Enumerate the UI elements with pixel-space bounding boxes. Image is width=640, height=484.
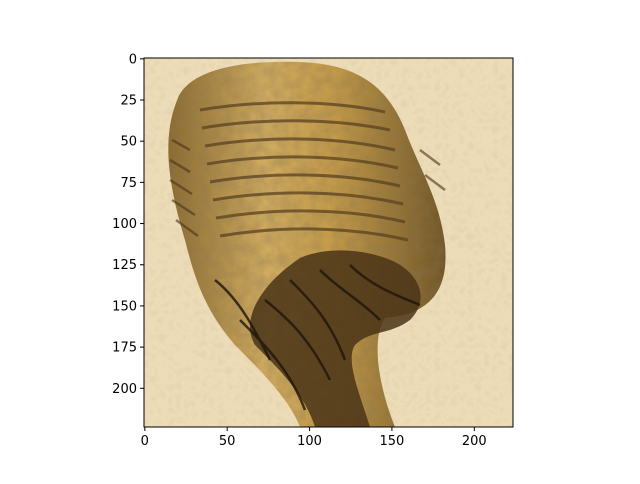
- x-tick-label: 100: [297, 434, 322, 449]
- y-tick-label: 100: [112, 217, 137, 232]
- y-tick-label: 175: [112, 341, 137, 356]
- x-tick-label: 0: [141, 434, 149, 449]
- object-ridges: [199, 101, 409, 242]
- object-body-texture: [168, 61, 446, 427]
- x-tick-label: 150: [380, 434, 405, 449]
- y-tick-label: 0: [129, 52, 137, 67]
- y-tick-label: 125: [112, 258, 137, 273]
- x-tick-label: 50: [219, 434, 236, 449]
- y-tick-label: 25: [120, 94, 137, 109]
- x-tick-label: 200: [462, 434, 487, 449]
- y-tick-label: 75: [120, 176, 137, 191]
- axes-frame: [143, 57, 514, 428]
- y-tick-label: 200: [112, 382, 137, 397]
- y-tick-label: 150: [112, 299, 137, 314]
- heatmap-image: [144, 58, 513, 427]
- x-axis: 0 50 100 150 200: [141, 427, 487, 449]
- object-fold-lines: [214, 264, 421, 411]
- object-side-stripes: [169, 138, 446, 238]
- y-axis: 0 25 50 75 100 125 150 175 200: [112, 52, 144, 397]
- y-tick-label: 50: [120, 135, 137, 150]
